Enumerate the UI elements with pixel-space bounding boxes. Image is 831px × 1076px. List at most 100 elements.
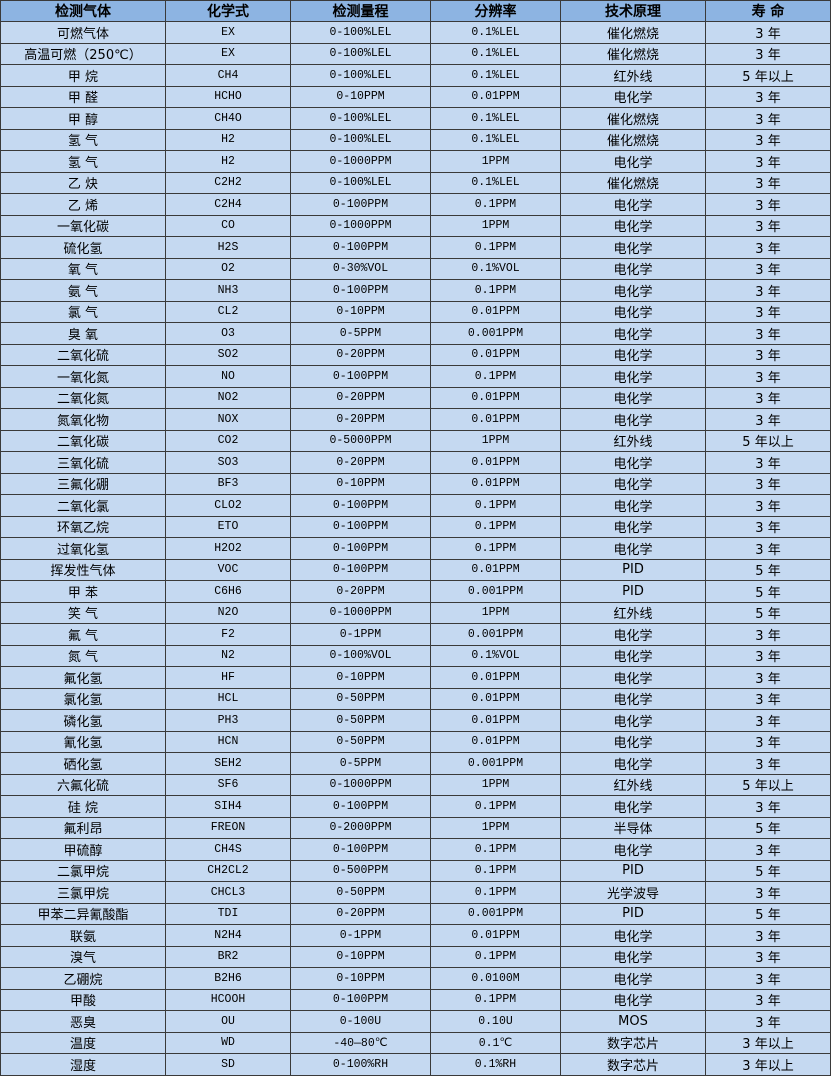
cell-principle: 电化学	[560, 752, 706, 775]
cell-principle: 电化学	[560, 687, 706, 710]
table-row: 恶臭 OU 0-100U 0.10U MOS 3 年	[0, 1010, 831, 1033]
cell-formula: CH4O	[165, 107, 291, 130]
table-row: 二氧化硫 SO2 0-20PPM 0.01PPM 电化学 3 年	[0, 343, 831, 366]
header-resolution: 分辨率	[430, 0, 561, 22]
cell-gas: 联氨	[0, 924, 166, 947]
table-row: 过氧化氢 H2O2 0-100PPM 0.1PPM 电化学 3 年	[0, 537, 831, 560]
cell-lifetime: 5 年	[705, 902, 831, 925]
cell-range: 0-50PPM	[290, 881, 431, 904]
cell-formula: H2	[165, 128, 291, 151]
cell-range: 0-1000PPM	[290, 601, 431, 624]
cell-range: 0-100%LEL	[290, 42, 431, 65]
cell-principle: 电化学	[560, 85, 706, 108]
cell-range: 0-1000PPM	[290, 214, 431, 237]
cell-formula: SO2	[165, 343, 291, 366]
cell-formula: FREON	[165, 816, 291, 839]
cell-range: 0-1PPM	[290, 924, 431, 947]
cell-gas: 氢 气	[0, 128, 166, 151]
cell-formula: HCL	[165, 687, 291, 710]
cell-resolution: 0.1PPM	[430, 859, 561, 882]
cell-gas: 二氧化硫	[0, 343, 166, 366]
cell-lifetime: 5 年以上	[705, 429, 831, 452]
cell-gas: 笑 气	[0, 601, 166, 624]
cell-lifetime: 3 年	[705, 687, 831, 710]
cell-formula: NH3	[165, 279, 291, 302]
cell-principle: MOS	[560, 1010, 706, 1033]
cell-lifetime: 3 年	[705, 343, 831, 366]
cell-range: 0-2000PPM	[290, 816, 431, 839]
cell-formula: HF	[165, 666, 291, 689]
cell-gas: 三氟化硼	[0, 472, 166, 495]
cell-formula: WD	[165, 1031, 291, 1054]
cell-formula: CH4S	[165, 838, 291, 861]
cell-principle: 电化学	[560, 730, 706, 753]
cell-range: 0-100U	[290, 1010, 431, 1033]
cell-lifetime: 3 年	[705, 85, 831, 108]
cell-gas: 过氧化氢	[0, 537, 166, 560]
table-row: 笑 气 N2O 0-1000PPM 1PPM 红外线 5 年	[0, 601, 831, 624]
cell-lifetime: 3 年	[705, 644, 831, 667]
cell-range: 0-10PPM	[290, 967, 431, 990]
cell-lifetime: 3 年	[705, 107, 831, 130]
cell-resolution: 0.1PPM	[430, 494, 561, 517]
cell-lifetime: 3 年	[705, 386, 831, 409]
table-row: 硒化氢 SEH2 0-5PPM 0.001PPM 电化学 3 年	[0, 752, 831, 775]
cell-resolution: 0.001PPM	[430, 623, 561, 646]
cell-range: 0-100PPM	[290, 494, 431, 517]
cell-lifetime: 3 年	[705, 666, 831, 689]
table-row: 氟 气 F2 0-1PPM 0.001PPM 电化学 3 年	[0, 623, 831, 646]
table-row: 氟化氢 HF 0-10PPM 0.01PPM 电化学 3 年	[0, 666, 831, 689]
cell-resolution: 0.01PPM	[430, 386, 561, 409]
cell-lifetime: 3 年以上	[705, 1053, 831, 1076]
cell-gas: 氟 气	[0, 623, 166, 646]
cell-lifetime: 3 年	[705, 988, 831, 1011]
cell-principle: 电化学	[560, 300, 706, 323]
cell-resolution: 0.01PPM	[430, 451, 561, 474]
cell-principle: PID	[560, 859, 706, 882]
cell-gas: 氮 气	[0, 644, 166, 667]
cell-principle: 半导体	[560, 816, 706, 839]
cell-range: 0-20PPM	[290, 408, 431, 431]
cell-formula: CLO2	[165, 494, 291, 517]
cell-formula: CH2CL2	[165, 859, 291, 882]
cell-gas: 氧 气	[0, 257, 166, 280]
cell-formula: O3	[165, 322, 291, 345]
cell-gas: 氯 气	[0, 300, 166, 323]
cell-principle: PID	[560, 580, 706, 603]
cell-lifetime: 3 年	[705, 623, 831, 646]
cell-formula: H2O2	[165, 537, 291, 560]
cell-lifetime: 3 年	[705, 752, 831, 775]
cell-range: 0-5PPM	[290, 752, 431, 775]
table-row: 甲 烷 CH4 0-100%LEL 0.1%LEL 红外线 5 年以上	[0, 64, 831, 87]
cell-principle: 催化燃烧	[560, 171, 706, 194]
cell-gas: 六氟化硫	[0, 773, 166, 796]
cell-range: 0-30%VOL	[290, 257, 431, 280]
cell-formula: TDI	[165, 902, 291, 925]
cell-resolution: 0.01PPM	[430, 558, 561, 581]
cell-formula: OU	[165, 1010, 291, 1033]
cell-range: 0-10PPM	[290, 945, 431, 968]
cell-principle: 电化学	[560, 644, 706, 667]
header-lifetime: 寿 命	[705, 0, 831, 22]
cell-resolution: 0.1PPM	[430, 795, 561, 818]
cell-resolution: 1PPM	[430, 429, 561, 452]
cell-lifetime: 3 年	[705, 730, 831, 753]
cell-range: 0-20PPM	[290, 343, 431, 366]
cell-formula: H2	[165, 150, 291, 173]
cell-lifetime: 5 年以上	[705, 773, 831, 796]
cell-formula: C6H6	[165, 580, 291, 603]
table-row: 氯化氢 HCL 0-50PPM 0.01PPM 电化学 3 年	[0, 687, 831, 710]
cell-principle: 催化燃烧	[560, 42, 706, 65]
cell-formula: B2H6	[165, 967, 291, 990]
cell-resolution: 1PPM	[430, 816, 561, 839]
cell-lifetime: 3 年	[705, 537, 831, 560]
cell-principle: 电化学	[560, 236, 706, 259]
cell-resolution: 0.1%LEL	[430, 42, 561, 65]
cell-gas: 氨 气	[0, 279, 166, 302]
cell-formula: C2H4	[165, 193, 291, 216]
cell-lifetime: 3 年	[705, 472, 831, 495]
cell-gas: 氰化氢	[0, 730, 166, 753]
cell-resolution: 1PPM	[430, 773, 561, 796]
cell-resolution: 0.0100M	[430, 967, 561, 990]
